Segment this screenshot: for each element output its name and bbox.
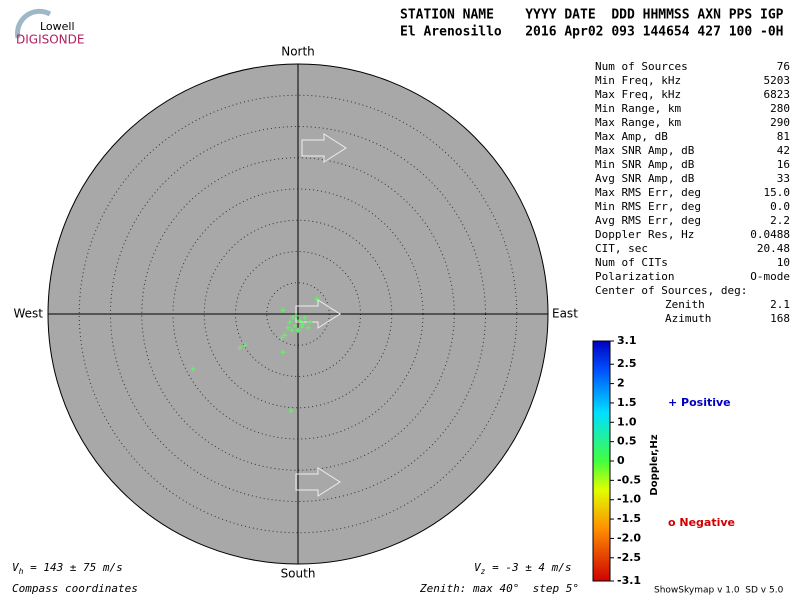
colorbar-label: Doppler,Hz bbox=[649, 434, 660, 495]
coords-note: Compass coordinates bbox=[12, 582, 138, 595]
source-point bbox=[237, 345, 243, 351]
stat-value: 290 bbox=[770, 116, 790, 129]
stat-label: Polarization bbox=[595, 270, 674, 283]
source-point bbox=[287, 319, 293, 325]
colorbar-tick-label: 2 bbox=[617, 377, 625, 390]
stat-label: Num of Sources bbox=[595, 60, 688, 73]
legend-positive: + Positive bbox=[668, 396, 731, 409]
stat-label: Min RMS Err, deg bbox=[595, 200, 701, 213]
source-point bbox=[300, 321, 306, 327]
source-point bbox=[290, 315, 296, 321]
logo-top: Lowell bbox=[40, 20, 75, 33]
stat-value: 81 bbox=[777, 130, 790, 143]
vh-symbol: V bbox=[12, 561, 20, 574]
source-point bbox=[289, 327, 295, 333]
source-point bbox=[297, 317, 303, 323]
source-point bbox=[280, 307, 286, 313]
stat-label: Max RMS Err, deg bbox=[595, 186, 701, 199]
stat-value: 16 bbox=[777, 158, 790, 171]
header-line: El Arenosillo 2016 Apr02 093 144654 427 … bbox=[400, 25, 784, 40]
stat-label: Num of CITs bbox=[595, 256, 668, 269]
stat-value: O-mode bbox=[750, 270, 790, 283]
colorbar-tick-label: 1.5 bbox=[617, 396, 637, 409]
stat-label: Min SNR Amp, dB bbox=[595, 158, 695, 171]
vz-sub: z bbox=[481, 567, 486, 576]
stat-value: 42 bbox=[777, 144, 790, 157]
stat-label: Max Amp, dB bbox=[595, 130, 668, 143]
vz: Vz = -3 ± 4 m/s bbox=[474, 561, 572, 576]
source-point bbox=[285, 325, 291, 331]
colorbar-tick-label: -2.5 bbox=[617, 551, 641, 564]
source-point bbox=[295, 327, 301, 333]
vh-sub: h bbox=[19, 567, 24, 576]
vz-symbol: V bbox=[474, 561, 482, 574]
colorbar-tick-label: 0 bbox=[617, 454, 625, 467]
colorbar-tick-label: -2.0 bbox=[617, 531, 641, 544]
version: ShowSkymap v 1.0 SD v 5.0 bbox=[654, 586, 784, 596]
logo-bottom: DIGISONDE bbox=[16, 33, 84, 47]
dir-label: West bbox=[13, 307, 43, 321]
stat-value: 0.0488 bbox=[750, 228, 790, 241]
colorbar bbox=[592, 340, 611, 582]
legend-negative: o Negative bbox=[668, 516, 735, 529]
arrow bbox=[301, 133, 347, 163]
header-line: STATION NAME YYYY DATE DDD HHMMSS AXN PP… bbox=[400, 8, 784, 23]
stat-value: 6823 bbox=[764, 88, 791, 101]
source-point bbox=[307, 319, 313, 325]
center-label: Zenith bbox=[665, 298, 705, 311]
colorbar-tick-label: 0.5 bbox=[617, 435, 637, 448]
zenith-note: Zenith: max 40° step 5° bbox=[419, 582, 579, 595]
source-point bbox=[314, 296, 320, 302]
stat-label: Max Freq, kHz bbox=[595, 88, 681, 101]
source-point bbox=[282, 332, 288, 338]
colorbar-tick-label: -1.0 bbox=[617, 493, 641, 506]
stat-value: 20.48 bbox=[757, 242, 790, 255]
center-label: Azimuth bbox=[665, 312, 711, 325]
vh-text: = 143 ± 75 m/s bbox=[23, 561, 122, 574]
vh: Vh = 143 ± 75 m/s bbox=[12, 561, 123, 576]
vz-text: = -3 ± 4 m/s bbox=[485, 561, 571, 574]
arrow bbox=[295, 467, 341, 497]
colorbar-tick-label: -3.1 bbox=[617, 574, 641, 587]
center-value: 2.1 bbox=[770, 298, 790, 311]
center-title: Center of Sources, deg: bbox=[595, 284, 747, 297]
dir-label: North bbox=[281, 45, 315, 59]
stat-value: 76 bbox=[777, 60, 790, 73]
source-point bbox=[305, 325, 311, 331]
source-point bbox=[288, 408, 294, 414]
stat-label: Max Range, km bbox=[595, 116, 681, 129]
source-point bbox=[280, 349, 286, 355]
source-point bbox=[190, 366, 196, 372]
dir-label: East bbox=[552, 307, 578, 321]
source-point bbox=[299, 324, 305, 330]
colorbar-tick-label: -1.5 bbox=[617, 512, 641, 525]
stat-label: Avg RMS Err, deg bbox=[595, 214, 701, 227]
stat-value: 2.2 bbox=[770, 214, 790, 227]
logo-arc bbox=[15, 8, 52, 39]
center-value: 168 bbox=[770, 312, 790, 325]
colorbar-tick-label: 3.1 bbox=[617, 334, 637, 347]
source-point bbox=[302, 315, 308, 321]
stat-label: Max SNR Amp, dB bbox=[595, 144, 695, 157]
stat-value: 0.0 bbox=[770, 200, 790, 213]
colorbar-tick-label: -0.5 bbox=[617, 473, 641, 486]
stat-value: 10 bbox=[777, 256, 790, 269]
stat-value: 33 bbox=[777, 172, 790, 185]
source-point bbox=[292, 323, 298, 329]
stat-label: Doppler Res, Hz bbox=[595, 228, 694, 241]
stat-label: Avg SNR Amp, dB bbox=[595, 172, 695, 185]
dir-label: South bbox=[281, 567, 316, 581]
stat-label: Min Range, km bbox=[595, 102, 681, 115]
source-point bbox=[293, 313, 299, 319]
colorbar-tick-label: 2.5 bbox=[617, 357, 637, 370]
colorbar-tick-label: 1.0 bbox=[617, 415, 637, 428]
source-point bbox=[242, 342, 248, 348]
stat-value: 280 bbox=[770, 102, 790, 115]
stat-label: CIT, sec bbox=[595, 242, 648, 255]
stat-value: 15.0 bbox=[764, 186, 791, 199]
stat-label: Min Freq, kHz bbox=[595, 74, 681, 87]
source-point bbox=[279, 335, 285, 341]
stat-value: 5203 bbox=[764, 74, 791, 87]
